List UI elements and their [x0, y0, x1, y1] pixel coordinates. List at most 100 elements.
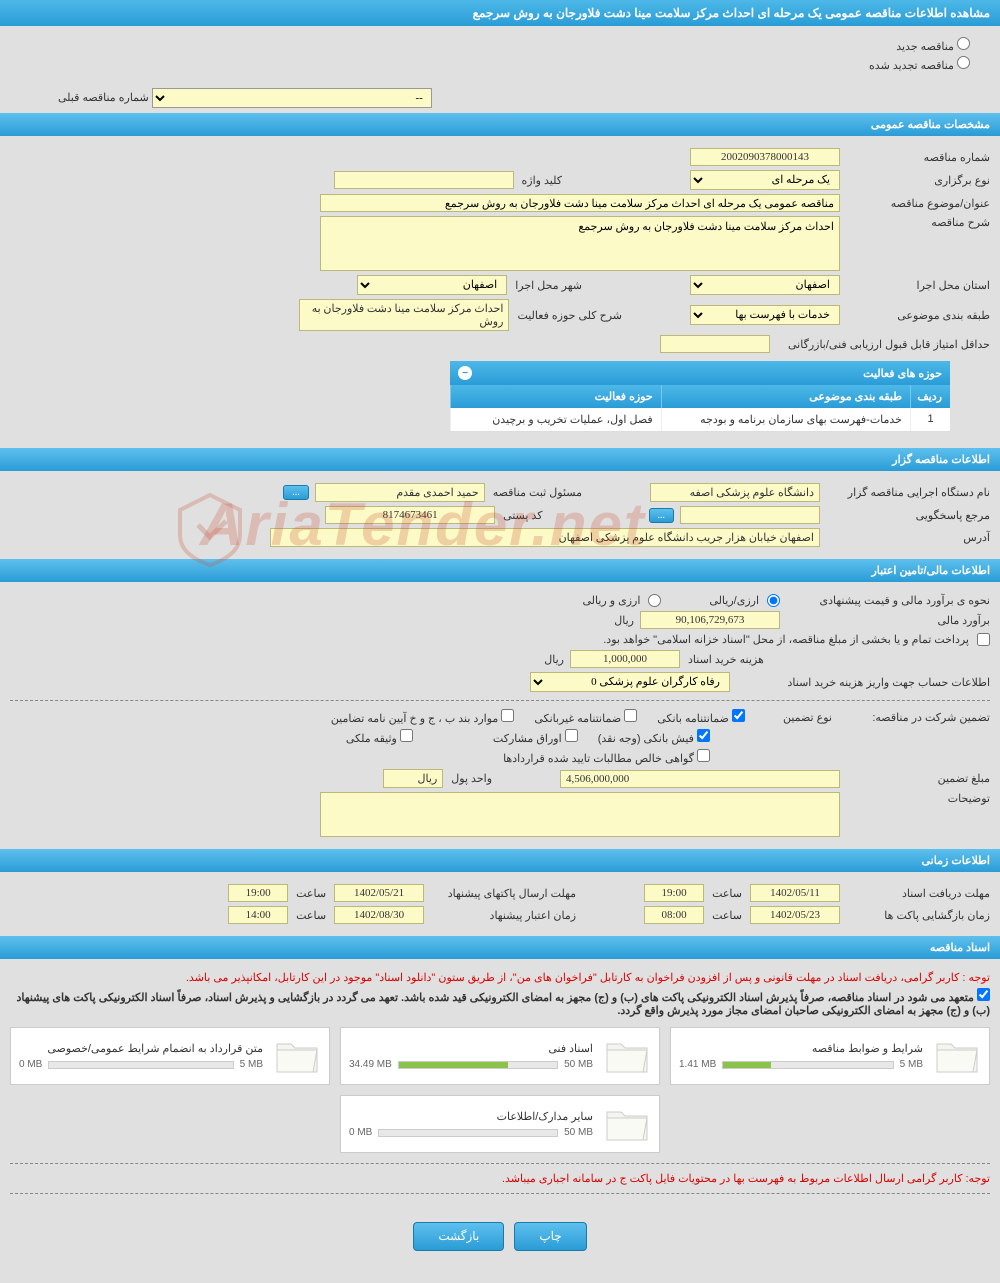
rial-unit-1: ریال	[608, 614, 640, 627]
time-label-2: ساعت	[288, 887, 334, 900]
method-opt2: ارزی و ریالی	[574, 594, 648, 607]
folder-icon	[603, 1104, 651, 1144]
tender-no-label: شماره مناقصه	[840, 151, 990, 164]
doc-used: 0 MB	[19, 1059, 42, 1070]
doc-note-1: توجه : کاربر گرامی، دریافت اسناد در مهلت…	[10, 971, 990, 984]
validity-time: 14:00	[228, 906, 288, 924]
chk-bank-guarantee[interactable]	[732, 709, 745, 722]
chk-regulation[interactable]	[501, 709, 514, 722]
section-general-header: مشخصات مناقصه عمومی	[0, 113, 1000, 136]
chk-property[interactable]	[400, 729, 413, 742]
chk-commit[interactable]	[977, 988, 990, 1001]
method-label: نحوه ی برآورد مالی و قیمت پیشنهادی	[780, 594, 990, 607]
responder-more-button[interactable]: ...	[649, 508, 675, 523]
prev-tender-select[interactable]: --	[152, 88, 432, 108]
city-select[interactable]: اصفهان	[357, 275, 507, 295]
postal-value: 8174673461	[325, 506, 495, 524]
responsible-value: حمید احمدی مقدم	[315, 483, 485, 502]
guarantee-amount-label: مبلغ تضمین	[840, 772, 990, 785]
min-score-input[interactable]	[660, 335, 770, 353]
chk-nonbank-guarantee[interactable]	[624, 709, 637, 722]
doc-note-2: متعهد می شود در اسناد مناقصه، صرفاً پذیر…	[17, 992, 990, 1017]
section-general-body: شماره مناقصه 2002090378000143 نوع برگزار…	[0, 136, 1000, 448]
doc-card-terms[interactable]: شرایط و ضوابط مناقصه 1.41 MB 5 MB	[670, 1027, 990, 1085]
address-value: اصفهان خیابان هزار جریب دانشگاه علوم پزش…	[270, 528, 820, 547]
col-radif: ردیف	[910, 385, 950, 408]
receive-deadline-label: مهلت دریافت اسناد	[840, 887, 990, 900]
buy-cost-label: هزینه خرید اسناد	[680, 653, 990, 666]
doc-total: 50 MB	[564, 1127, 593, 1138]
chk-bonds-label: اوراق مشارکت	[493, 733, 562, 745]
progress-fill	[399, 1062, 508, 1068]
radio-rial[interactable]	[767, 594, 780, 607]
doc-card-other[interactable]: سایر مدارک/اطلاعات 0 MB 50 MB	[340, 1095, 660, 1153]
section-documents-header: اسناد مناقصه	[0, 936, 1000, 959]
buy-cost-value: 1,000,000	[570, 650, 680, 668]
desc-label: شرح مناقصه	[840, 216, 990, 229]
prev-tender-label: شماره مناقصه قبلی	[58, 92, 149, 104]
province-select[interactable]: اصفهان	[690, 275, 840, 295]
estimate-label: برآورد مالی	[780, 614, 990, 627]
category-select[interactable]: خدمات با فهرست بها	[690, 305, 840, 325]
separator	[10, 700, 990, 701]
collapse-icon[interactable]: −	[458, 366, 472, 380]
print-button[interactable]: چاپ	[514, 1222, 586, 1251]
keyword-input[interactable]	[334, 171, 514, 189]
type-select[interactable]: یک مرحله ای	[690, 170, 840, 190]
rial-unit-2: ریال	[538, 653, 570, 666]
time-label-3: ساعت	[704, 909, 750, 922]
doc-card-contract[interactable]: متن قرارداد به انضمام شرایط عمومی/خصوصی …	[10, 1027, 330, 1085]
doc-note-3: توجه: کاربر گرامی ارسال اطلاعات مربوط به…	[10, 1172, 990, 1185]
open-label: زمان بازگشایی پاکت ها	[840, 909, 990, 922]
progress-fill	[723, 1062, 770, 1068]
account-select[interactable]: رفاه کارگران علوم پزشکی 0	[530, 672, 730, 692]
doc-total: 5 MB	[240, 1059, 263, 1070]
responder-value	[680, 506, 820, 524]
radio-new-tender[interactable]	[957, 37, 970, 50]
activity-table: حوزه های فعالیت − ردیف طبقه بندی موضوعی …	[450, 361, 950, 432]
separator	[10, 1193, 990, 1194]
subject-input[interactable]	[320, 194, 840, 212]
time-label-4: ساعت	[288, 909, 334, 922]
cell-radif: 1	[910, 408, 950, 431]
chk-net-claims-label: گواهی خالص مطالبات تایید شده قراردادها	[503, 753, 694, 765]
progress-bar	[48, 1061, 233, 1069]
folder-icon	[933, 1036, 981, 1076]
more-button[interactable]: ...	[283, 485, 309, 500]
section-timing-header: اطلاعات زمانی	[0, 849, 1000, 872]
chk-nonbank-label: ضمانتنامه غیربانکی	[534, 713, 621, 725]
doc-card-technical[interactable]: اسناد فنی 34.49 MB 50 MB	[340, 1027, 660, 1085]
org-value: دانشگاه علوم پزشکی اصفه	[650, 483, 820, 502]
time-label-1: ساعت	[704, 887, 750, 900]
doc-grid: شرایط و ضوابط مناقصه 1.41 MB 5 MB اسناد …	[10, 1027, 990, 1153]
notes-textarea[interactable]	[320, 792, 840, 837]
subject-label: عنوان/موضوع مناقصه	[840, 197, 990, 210]
radio-both[interactable]	[648, 594, 661, 607]
radio-renewed-tender[interactable]	[957, 56, 970, 69]
section-organizer-header: اطلاعات مناقصه گزار	[0, 448, 1000, 471]
radio-new-label: مناقصه جدید	[896, 41, 954, 53]
prev-tender-wrap: -- شماره مناقصه قبلی	[50, 88, 440, 108]
open-time: 08:00	[644, 906, 704, 924]
back-button[interactable]: بازگشت	[413, 1222, 504, 1251]
activity-table-title: حوزه های فعالیت	[863, 367, 942, 380]
chk-regulation-label: موارد بند ب ، ج و خ آیین نامه تضامین	[331, 713, 498, 725]
chk-cash-label: فیش بانکی (وجه نقد)	[598, 733, 694, 745]
method-opt1: ارزی/ریالی	[701, 594, 767, 607]
keyword-label: کلید واژه	[514, 174, 570, 187]
folder-icon	[603, 1036, 651, 1076]
desc-textarea[interactable]	[320, 216, 840, 271]
chk-payment-note[interactable]	[977, 633, 990, 646]
chk-cash[interactable]	[697, 729, 710, 742]
col-scope: حوزه فعالیت	[450, 385, 661, 408]
chk-bonds[interactable]	[565, 729, 578, 742]
section-financial-header: اطلاعات مالی/تامین اعتبار	[0, 559, 1000, 582]
responder-label: مرجع پاسخگویی	[820, 509, 990, 522]
city-label: شهر محل اجرا	[507, 279, 590, 292]
validity-date: 1402/08/30	[334, 906, 424, 924]
doc-total: 50 MB	[564, 1059, 593, 1070]
chk-net-claims[interactable]	[697, 749, 710, 762]
send-time: 19:00	[228, 884, 288, 902]
amount-unit-value: ریال	[383, 769, 443, 788]
receive-date: 1402/05/11	[750, 884, 840, 902]
